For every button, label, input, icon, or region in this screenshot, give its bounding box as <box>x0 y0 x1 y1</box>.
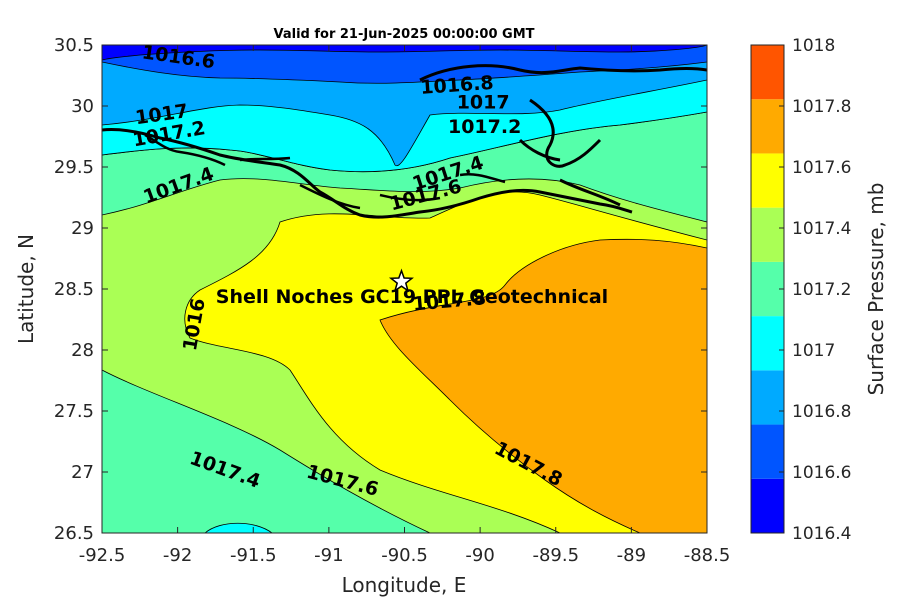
x-tick-label: -91 <box>314 545 343 566</box>
y-axis-ticks: 26.5 27 27.5 28 28.5 29 29.5 30 30.5 <box>54 35 707 544</box>
colorbar-tick-label: 1017.4 <box>792 219 851 239</box>
delta-coastline <box>518 98 621 207</box>
colorbar-swatch <box>751 261 784 317</box>
marsh-islands <box>144 133 506 210</box>
y-tick-label: 27 <box>71 462 94 483</box>
y-tick-label: 27.5 <box>54 401 94 422</box>
colorbar-tick-label: 1016.8 <box>792 402 851 422</box>
colorbar-tick-label: 1017.2 <box>792 280 851 300</box>
y-axis-label: Latitude, N <box>14 234 38 344</box>
colorbar-tick-label: 1017.6 <box>792 158 851 178</box>
y-tick-label: 28 <box>71 340 94 361</box>
colorbar-swatch <box>751 478 784 533</box>
y-tick-label: 28.5 <box>54 279 94 300</box>
marker-layer <box>388 268 414 293</box>
colorbar-swatch <box>751 370 784 425</box>
colorbar: 1016.4 1016.6 1016.8 1017 1017.2 1017.4 1017.6… <box>750 36 851 544</box>
y-tick-label: 29.5 <box>54 157 94 178</box>
colorbar-swatch <box>751 316 784 371</box>
band-1017-8 <box>379 238 707 533</box>
colorbar-tick-label: 1017.8 <box>792 97 851 117</box>
x-tick-label: -89 <box>617 545 646 566</box>
y-tick-label: 30 <box>71 96 94 117</box>
colorbar-swatch <box>751 153 784 208</box>
site-star-marker <box>388 268 414 293</box>
x-tick-label: -92.5 <box>79 545 126 566</box>
x-tick-label: -92 <box>163 545 192 566</box>
lake-shore <box>419 64 707 82</box>
site-annotation: Shell Noches GC19 PPL Geotechnical <box>216 286 608 308</box>
colorbar-swatch <box>751 45 784 100</box>
x-tick-label: -89.5 <box>532 545 579 566</box>
colorbar-swatch <box>751 207 784 262</box>
pressure-field <box>102 45 707 533</box>
contour-label: 1017.2 <box>448 116 521 138</box>
colorbar-tick-label: 1016.6 <box>792 463 851 483</box>
contour-label: 1017 <box>457 91 510 113</box>
colorbar-swatch <box>751 424 784 479</box>
y-tick-label: 30.5 <box>54 35 94 56</box>
band-1017-2-south <box>102 369 431 533</box>
x-tick-label: -88.5 <box>684 545 731 566</box>
contour-label: 1016.8 <box>420 72 495 99</box>
colorbar-label: Surface Pressure, mb <box>864 183 888 396</box>
coastline <box>102 128 633 219</box>
x-axis-ticks: -92.5 -92 -91.5 -91 -90.5 -90 -89.5 -89 -88.5 <box>79 45 731 566</box>
y-tick-label: 29 <box>71 218 94 239</box>
colorbar-tick-label: 1016.4 <box>792 524 851 544</box>
x-axis-label: Longitude, E <box>342 573 467 597</box>
x-tick-label: -91.5 <box>230 545 277 566</box>
y-tick-label: 26.5 <box>54 523 94 544</box>
colorbar-swatch <box>751 99 784 154</box>
colorbar-tick-label: 1017 <box>792 341 835 361</box>
colorbar-tick-label: 1018 <box>792 36 835 56</box>
x-tick-label: -90 <box>465 545 494 566</box>
map-title: Valid for 21-Jun-2025 00:00:00 GMT <box>274 27 535 42</box>
x-tick-label: -90.5 <box>381 545 428 566</box>
